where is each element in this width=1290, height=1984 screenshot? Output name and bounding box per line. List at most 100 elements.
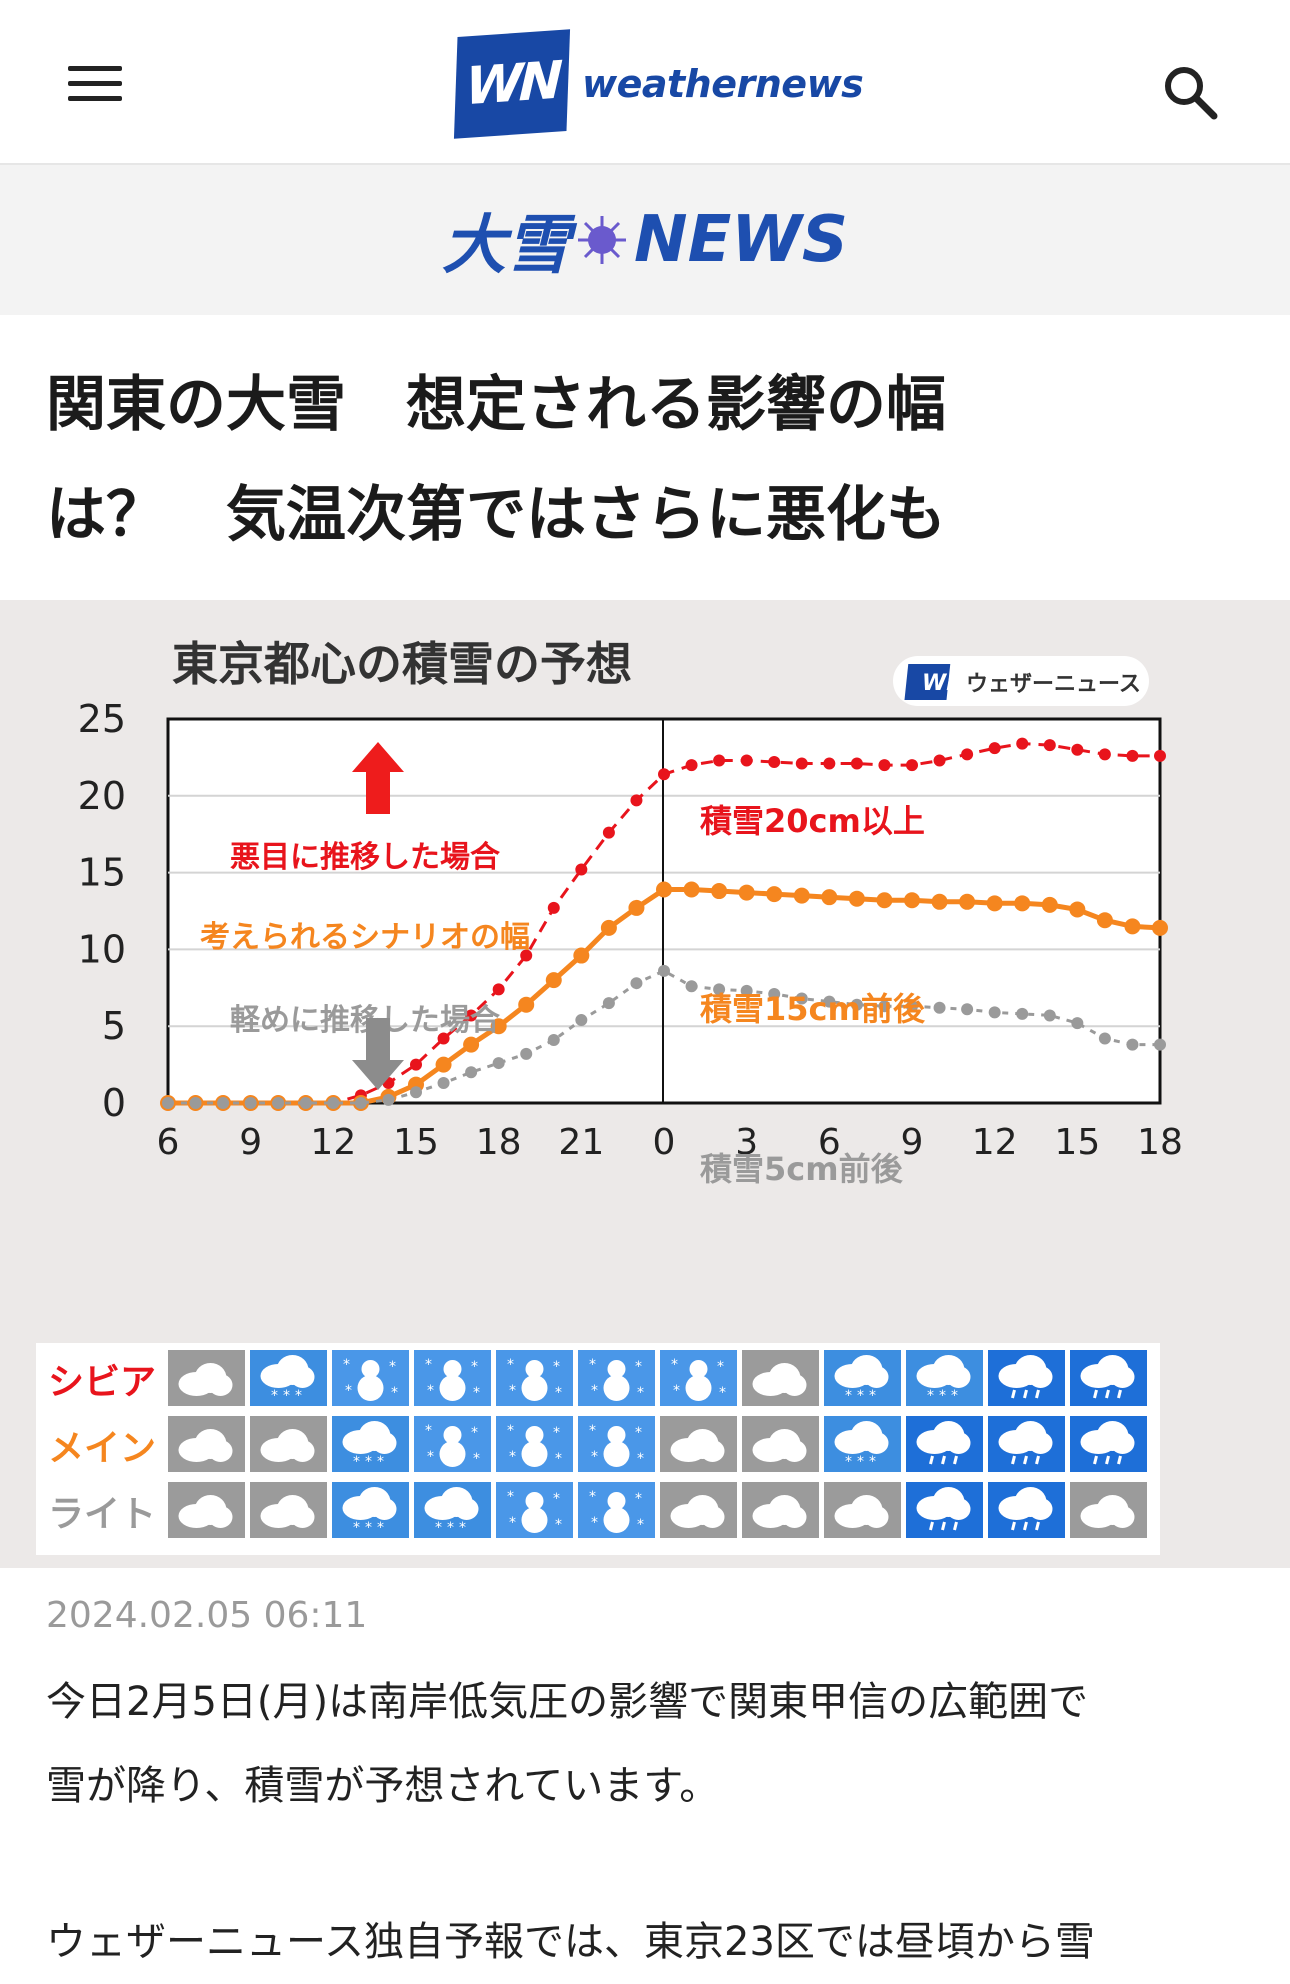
data-point xyxy=(988,1006,1001,1019)
data-point xyxy=(630,794,643,807)
svg-text:*: * xyxy=(507,1489,514,1505)
down-arrow-icon xyxy=(352,1018,404,1090)
severe-series-label: 積雪20cm以上 xyxy=(700,802,925,840)
scenario-weather-grid: シビア メイン ライト * * ** ** ** ** ** ** ** ** ** ** * * * * * *… xyxy=(36,1343,1160,1555)
data-point xyxy=(410,1058,422,1071)
data-point xyxy=(740,984,753,997)
data-point xyxy=(683,881,700,898)
chart-title: 東京都心の積雪の予想 xyxy=(172,637,632,691)
svg-text:*: * xyxy=(353,1454,360,1470)
weathernews-logo[interactable]: WN weathernews xyxy=(453,29,864,139)
data-point xyxy=(217,1097,230,1109)
data-point xyxy=(793,887,810,904)
data-point xyxy=(961,748,974,761)
banner-title-left: 大雪 xyxy=(442,209,571,283)
data-point xyxy=(685,759,698,772)
data-point xyxy=(738,884,755,901)
headline-line-1: 関東の大雪 想定される影響の幅 xyxy=(46,370,946,440)
x-tick-label: 15 xyxy=(393,1122,439,1163)
svg-text:*: * xyxy=(555,1451,562,1467)
data-point xyxy=(933,1001,946,1014)
data-point xyxy=(768,987,781,1000)
svg-text:*: * xyxy=(389,1359,396,1375)
x-axis-ticks: 6 9 12 15 18 21 0 3 6 9 12 15 18 xyxy=(157,1122,1183,1163)
headline-line-2: は？ 気温次第ではさらに悪化も xyxy=(46,480,946,550)
data-point xyxy=(410,1086,422,1099)
svg-text:*: * xyxy=(671,1357,678,1373)
data-point xyxy=(713,983,726,996)
snow-weather-icon: * * * xyxy=(250,1350,327,1406)
light-series-label: 積雪5cm前後 xyxy=(700,1150,904,1188)
svg-text:*: * xyxy=(845,1388,852,1404)
snowman-weather-icon: * * * * xyxy=(578,1350,655,1406)
svg-text:*: * xyxy=(869,1454,876,1470)
rain-weather-icon xyxy=(906,1482,983,1538)
x-tick-label: 6 xyxy=(157,1122,180,1163)
x-tick-label: 18 xyxy=(476,1122,522,1163)
data-point xyxy=(988,742,1001,755)
cloud-weather-icon xyxy=(250,1482,327,1538)
search-icon[interactable] xyxy=(1160,62,1220,122)
svg-text:*: * xyxy=(377,1454,384,1470)
data-point xyxy=(490,1018,507,1035)
data-point xyxy=(850,757,863,770)
data-point xyxy=(244,1097,257,1109)
logo-text: weathernews xyxy=(582,62,864,106)
series-lines xyxy=(160,737,1168,1111)
svg-text:*: * xyxy=(927,1388,934,1404)
annotation-severe-scenario: 悪目に推移した場合 xyxy=(230,840,500,875)
svg-text:*: * xyxy=(509,1383,516,1399)
svg-text:*: * xyxy=(857,1388,864,1404)
data-point xyxy=(1126,749,1139,762)
data-point xyxy=(602,997,615,1010)
data-point xyxy=(933,754,946,767)
rain-weather-icon xyxy=(1070,1350,1147,1406)
data-point xyxy=(435,1056,452,1073)
data-point xyxy=(959,893,976,910)
data-point xyxy=(327,1097,340,1109)
data-point xyxy=(575,863,588,876)
svg-text:*: * xyxy=(591,1449,598,1465)
article-paragraph-2: ウェザーニュース独自予報では、東京23区では昼頃から雪 xyxy=(46,1919,1095,1965)
svg-text:*: * xyxy=(471,1359,478,1375)
data-point xyxy=(520,949,533,962)
hamburger-menu-icon[interactable] xyxy=(68,66,122,102)
snowman-weather-icon: * * * * xyxy=(332,1350,409,1406)
data-point xyxy=(823,995,836,1008)
x-tick-label: 12 xyxy=(310,1122,356,1163)
svg-text:*: * xyxy=(857,1454,864,1470)
svg-text:*: * xyxy=(507,1357,514,1373)
svg-text:*: * xyxy=(589,1357,596,1373)
data-point xyxy=(628,899,645,916)
svg-text:*: * xyxy=(845,1454,852,1470)
data-point xyxy=(878,1000,891,1013)
cloud-weather-icon xyxy=(168,1416,245,1472)
svg-text:*: * xyxy=(555,1385,562,1401)
section-banner[interactable]: 大雪 NEWS xyxy=(0,165,1290,315)
data-point xyxy=(1043,1009,1056,1022)
annotation-light-scenario: 軽めに推移した場合 xyxy=(230,1003,500,1038)
snowman-weather-icon: * * * * xyxy=(578,1416,655,1472)
data-point xyxy=(1016,737,1029,750)
data-point xyxy=(1014,895,1031,912)
svg-text:*: * xyxy=(283,1388,290,1404)
svg-text:*: * xyxy=(271,1388,278,1404)
snow-forecast-figure: 東京都心の積雪の予想 WN ウェザーニュース 0 5 10 15 20 25 6 9 12 15… xyxy=(0,600,1290,1568)
svg-text:*: * xyxy=(391,1385,398,1401)
data-point xyxy=(823,757,836,770)
data-point xyxy=(520,1047,533,1060)
data-point xyxy=(547,1034,560,1047)
data-point xyxy=(795,992,808,1005)
data-point xyxy=(1124,918,1141,935)
rain-weather-icon xyxy=(1070,1416,1147,1472)
snow-depth-chart: 東京都心の積雪の予想 WN ウェザーニュース 0 5 10 15 20 25 6 9 12 15… xyxy=(36,637,1183,1555)
data-point xyxy=(382,1093,395,1106)
svg-text:*: * xyxy=(635,1491,642,1507)
data-point xyxy=(630,977,643,990)
row-label-severe: シビア xyxy=(48,1362,156,1403)
weather-icon-cells: * * ** ** ** ** ** ** ** ** ** ** * * * * * * ** * ** ** ** ** *… xyxy=(168,1350,1147,1538)
svg-text:*: * xyxy=(553,1425,560,1441)
svg-text:*: * xyxy=(553,1491,560,1507)
snow-weather-icon: * * * xyxy=(824,1350,901,1406)
data-point xyxy=(656,881,672,898)
